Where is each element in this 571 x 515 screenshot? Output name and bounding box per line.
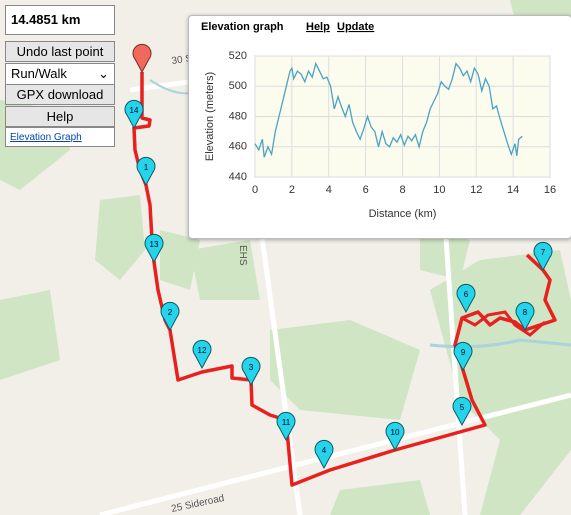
start-marker[interactable]: [132, 43, 152, 74]
marker-label: 14: [130, 106, 139, 115]
marker-pin[interactable]: [136, 156, 156, 187]
marker-label: 3: [249, 363, 254, 372]
marker-pin[interactable]: [276, 411, 296, 442]
y-axis-label: Elevation (meters): [204, 72, 216, 161]
markers: 14 1 13 2 12 3 11 4 10 5 9 6 8 7: [124, 99, 553, 470]
x-tick-label: 10: [433, 184, 445, 196]
marker-pin[interactable]: [533, 241, 553, 272]
marker-pin[interactable]: [453, 341, 473, 372]
marker-label: 11: [282, 418, 291, 427]
distance-box: 14.4851 km: [5, 5, 115, 35]
marker-pin[interactable]: [314, 439, 334, 470]
elevation-link[interactable]: Elevation Graph: [5, 127, 115, 147]
x-tick-label: 16: [544, 184, 556, 196]
panel-update[interactable]: Update: [337, 21, 374, 33]
gpx-button[interactable]: GPX download: [5, 84, 115, 105]
marker-pin[interactable]: [144, 233, 164, 264]
road-label: EHS: [237, 245, 248, 266]
elevation-chart: Elevation graph Help Update 440460480500…: [201, 21, 556, 220]
x-tick-label: 6: [363, 184, 369, 196]
marker-label: 4: [322, 446, 327, 455]
y-tick-label: 520: [229, 50, 247, 62]
marker-label: 12: [198, 346, 207, 355]
marker-label: 13: [150, 240, 159, 249]
panel-help[interactable]: Help: [306, 21, 330, 33]
marker-label: 6: [464, 290, 469, 299]
dropdown-arrow: ⌄: [98, 66, 109, 81]
marker-label: 5: [460, 403, 465, 412]
marker-label: 10: [391, 428, 400, 437]
elevation-panel: Elevation graph Help Update 440 460 480 500…: [188, 15, 571, 239]
stream: [429, 338, 571, 349]
marker-pin[interactable]: [452, 396, 472, 427]
x-axis-label: Distance (km): [369, 208, 437, 220]
x-tick-label: 12: [470, 184, 482, 196]
marker-pin[interactable]: [515, 301, 535, 332]
marker-pin[interactable]: [124, 99, 144, 130]
marker-pin[interactable]: [192, 339, 212, 370]
panel-title: Elevation graph: [201, 21, 284, 33]
marker-label: 1: [144, 163, 149, 172]
x-tick-label: 14: [507, 184, 519, 196]
elevation-line: [254, 61, 523, 158]
x-tick-label: 2: [289, 184, 295, 196]
y-tick-label: 500: [229, 80, 247, 92]
route: [461, 310, 546, 337]
marker-pin[interactable]: [456, 283, 476, 314]
y-tick-label: 440: [229, 171, 247, 183]
marker-pin[interactable]: [385, 421, 405, 452]
help-button[interactable]: Help: [5, 106, 115, 127]
marker-label: 8: [523, 308, 528, 317]
y-tick-label: 480: [229, 110, 247, 122]
mode-select[interactable]: Run/Walk ⌄: [5, 63, 115, 85]
marker-pin[interactable]: [160, 301, 180, 332]
marker-label: 7: [541, 248, 546, 257]
x-tick-label: 0: [252, 184, 258, 196]
undo-button[interactable]: Undo last point: [5, 41, 115, 62]
y-tick-label: 460: [229, 141, 247, 153]
marker-label: 9: [461, 348, 466, 357]
marker-pin[interactable]: [241, 356, 261, 387]
mode-value: Run/Walk: [11, 66, 67, 81]
x-tick-label: 8: [399, 184, 405, 196]
x-tick-label: 4: [326, 184, 332, 196]
marker-label: 2: [168, 308, 173, 317]
